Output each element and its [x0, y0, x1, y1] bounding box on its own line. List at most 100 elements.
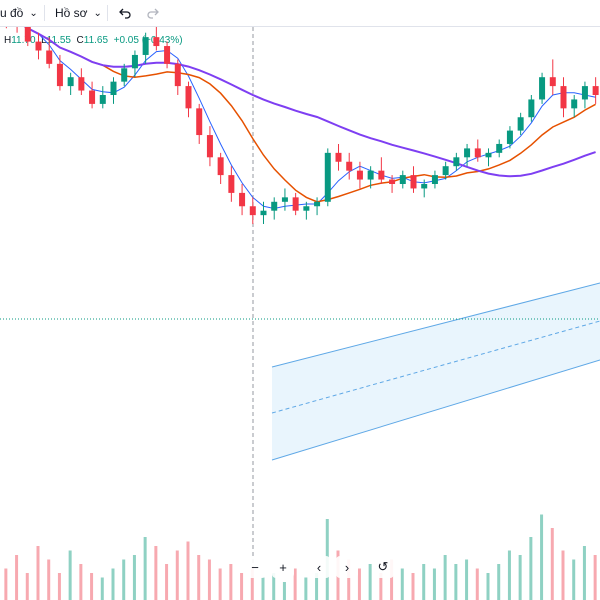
scroll-right-button[interactable]: ›	[336, 556, 358, 578]
volume-bar	[250, 568, 254, 600]
chart-menu-button[interactable]: u đồ ⌄	[0, 0, 38, 26]
volume-bar	[272, 573, 276, 600]
candle-body	[528, 99, 535, 118]
candle-body	[110, 81, 117, 95]
candle-body	[571, 99, 578, 109]
profile-menu-label: Hồ sơ	[55, 6, 88, 20]
candle-body	[474, 148, 481, 158]
candle-body	[431, 175, 438, 184]
candle-body	[217, 157, 224, 176]
volume-bar	[304, 577, 308, 600]
candle-body	[78, 77, 85, 91]
volume-bar	[529, 537, 533, 600]
candle-body	[378, 170, 385, 180]
volume-bar	[79, 564, 83, 600]
candle-body	[346, 161, 353, 171]
volume-bar	[465, 559, 469, 600]
reset-chart-button[interactable]: ↺	[372, 556, 394, 578]
candle-body	[356, 170, 363, 180]
channel-fill	[272, 283, 600, 460]
volume-bar	[122, 559, 126, 600]
volume-bar	[175, 550, 179, 600]
volume-bar	[293, 568, 297, 600]
candle-body	[292, 197, 299, 211]
candle-body	[324, 152, 331, 202]
volume-bar	[36, 546, 40, 600]
candle-body	[67, 77, 74, 87]
candle-body	[560, 86, 567, 109]
low-value: 11.55	[46, 35, 71, 46]
undo-button[interactable]	[118, 0, 132, 26]
chevron-right-icon: ›	[344, 559, 350, 575]
chevron-down-icon: ⌄	[93, 7, 102, 19]
volume-bar	[368, 564, 372, 600]
candle-body	[464, 148, 471, 158]
candle-body	[89, 90, 96, 104]
volume-bar	[507, 550, 511, 600]
toolbar-divider	[44, 5, 45, 21]
candle-body	[249, 206, 256, 216]
zoom-out-button[interactable]: −	[244, 556, 266, 578]
volume-bar	[100, 577, 104, 600]
price-chart[interactable]	[0, 27, 600, 600]
top-toolbar: u đồ ⌄ Hồ sơ ⌄	[0, 0, 600, 27]
volume-bar	[111, 568, 115, 600]
volume-bar	[432, 568, 436, 600]
volume-bar	[475, 568, 479, 600]
volume-bar	[165, 564, 169, 600]
channel-lower-line	[271, 359, 600, 461]
volume-bar	[186, 541, 190, 600]
volume-bar	[582, 546, 586, 600]
candle-body	[153, 37, 160, 47]
candle-body	[314, 201, 321, 207]
candle-body	[496, 143, 503, 153]
high-value: 11.70	[11, 35, 36, 46]
volume-bar	[4, 568, 8, 600]
volume-bar	[47, 559, 51, 600]
volume-bar	[550, 528, 554, 600]
redo-button[interactable]	[146, 0, 160, 26]
candle-body	[367, 170, 374, 180]
volume-bar	[154, 546, 158, 600]
candle-body	[539, 77, 546, 100]
redo-icon	[147, 8, 159, 19]
candle-body	[399, 175, 406, 184]
volume-bar	[218, 568, 222, 600]
candle-body	[206, 135, 213, 158]
volume-bar	[197, 555, 201, 600]
volume-bar	[240, 573, 244, 600]
candle-body	[131, 54, 138, 69]
candle-body	[549, 77, 556, 87]
candle-body	[260, 210, 267, 216]
candle-body	[389, 179, 396, 184]
candle-body	[228, 175, 235, 193]
candle-body	[271, 201, 278, 211]
candle-body	[517, 117, 524, 131]
volume-bar	[282, 582, 286, 600]
profile-menu-button[interactable]: Hồ sơ ⌄	[55, 0, 102, 26]
candle-body	[303, 206, 310, 211]
volume-bar	[379, 573, 383, 600]
plus-icon: +	[279, 559, 287, 575]
volume-bar	[261, 577, 265, 600]
volume-bar	[411, 573, 415, 600]
volume-bar	[400, 568, 404, 600]
scroll-left-button[interactable]: ‹	[308, 556, 330, 578]
chart-menu-label: u đồ	[0, 6, 24, 20]
volume-bar	[390, 559, 394, 600]
high-label: H	[4, 35, 12, 46]
candle-body	[24, 27, 31, 42]
zoom-in-button[interactable]: +	[272, 556, 294, 578]
reset-icon: ↺	[377, 559, 389, 574]
candle-body	[442, 166, 449, 176]
ma-short-line	[24, 27, 596, 210]
volume-bar	[518, 555, 522, 600]
candle-body	[185, 86, 192, 109]
volume-bar	[143, 537, 147, 600]
candle-body	[453, 157, 460, 167]
candle-body	[174, 63, 181, 87]
candle-body	[335, 152, 342, 162]
volume-bar	[57, 573, 61, 600]
candle-body	[485, 152, 492, 158]
volume-bar	[572, 559, 576, 600]
